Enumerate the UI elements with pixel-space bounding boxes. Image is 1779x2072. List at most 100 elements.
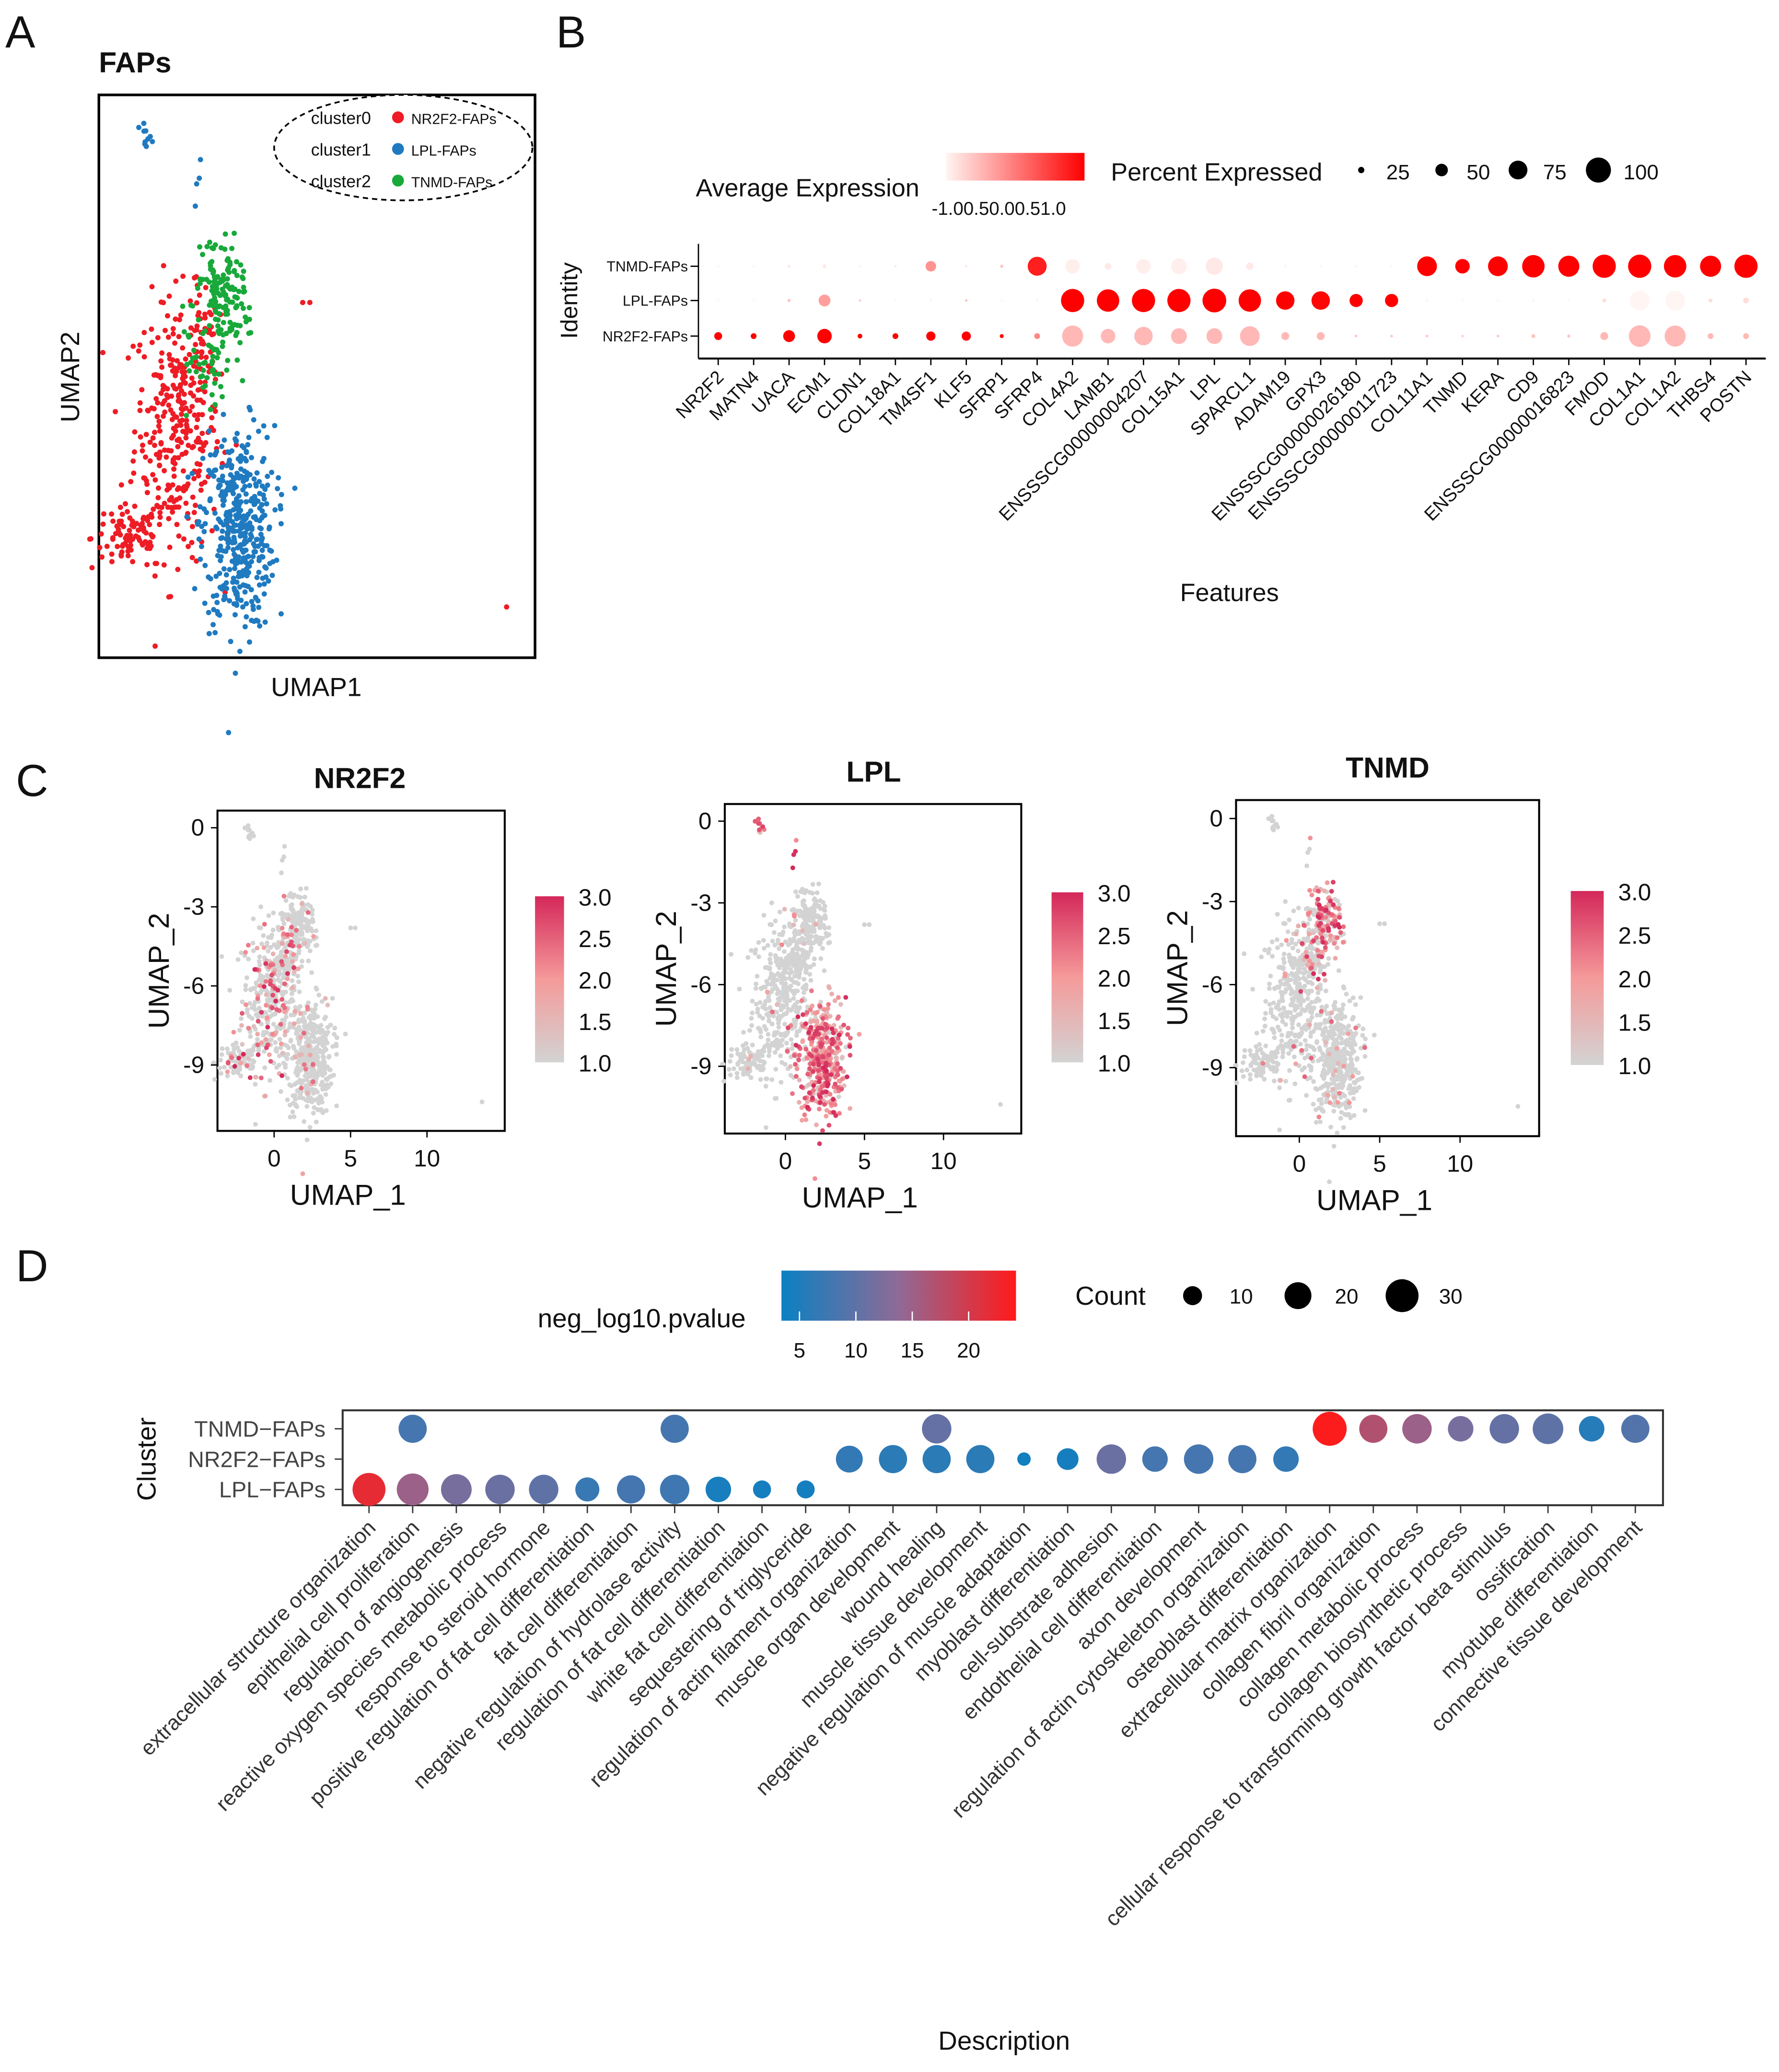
umap-point bbox=[183, 435, 189, 441]
feature-point bbox=[305, 928, 311, 933]
feature-point bbox=[1305, 996, 1310, 1001]
expression-dot bbox=[857, 333, 862, 339]
feature-point bbox=[1324, 1004, 1329, 1009]
feature-point bbox=[1318, 921, 1323, 926]
umap-point bbox=[260, 575, 266, 581]
feature-point bbox=[731, 1066, 736, 1071]
umap-point bbox=[209, 361, 215, 367]
feature-point bbox=[310, 919, 315, 924]
feature-point bbox=[343, 1031, 348, 1037]
feature-point bbox=[806, 1030, 811, 1035]
umap-point bbox=[187, 409, 193, 414]
colorbar bbox=[1051, 892, 1083, 1063]
feature-point bbox=[769, 900, 774, 905]
feature-point bbox=[786, 942, 791, 948]
umap-point bbox=[250, 554, 256, 560]
feature-point bbox=[259, 1021, 264, 1027]
feature-point bbox=[291, 1114, 297, 1119]
enrichment-dot bbox=[1621, 1415, 1650, 1443]
feature-point bbox=[1319, 1005, 1325, 1010]
umap-point bbox=[198, 481, 204, 487]
umap-point bbox=[239, 301, 244, 307]
feature-point bbox=[297, 1041, 302, 1046]
feature-point bbox=[1262, 1023, 1267, 1029]
feature-point bbox=[768, 982, 774, 987]
umap-point bbox=[214, 609, 220, 614]
umap-point bbox=[89, 565, 95, 571]
umap-point bbox=[115, 523, 120, 529]
expression-dot bbox=[783, 330, 795, 342]
umap-point bbox=[165, 447, 171, 453]
umap-point bbox=[158, 375, 163, 381]
feature-point bbox=[772, 1050, 778, 1055]
umap-point bbox=[256, 605, 262, 610]
umap-point bbox=[203, 285, 209, 291]
feature-point bbox=[306, 958, 311, 963]
enrichment-dot bbox=[836, 1445, 863, 1473]
feature-point bbox=[1288, 1002, 1293, 1007]
umap-point bbox=[150, 139, 155, 144]
feature-point bbox=[320, 1071, 325, 1077]
feature-point bbox=[210, 1061, 216, 1066]
umap-point bbox=[254, 470, 260, 476]
umap-point bbox=[259, 548, 265, 553]
umap-point bbox=[210, 303, 216, 308]
feature-point bbox=[1248, 1062, 1254, 1067]
color-legend-label: 20 bbox=[957, 1339, 980, 1362]
feature-point bbox=[1280, 1047, 1285, 1053]
feature-point bbox=[766, 995, 771, 1000]
feature-point bbox=[726, 1067, 732, 1072]
feature-point bbox=[796, 1057, 802, 1063]
feature-point bbox=[1248, 1077, 1253, 1082]
feature-point bbox=[1341, 924, 1346, 929]
feature-point bbox=[1360, 1033, 1365, 1038]
umap-point bbox=[240, 474, 246, 480]
feature-point bbox=[1328, 899, 1333, 903]
feature-point bbox=[1303, 989, 1309, 994]
expression-dot bbox=[1743, 333, 1749, 339]
expression-dot bbox=[1240, 326, 1260, 346]
enrichment-dot bbox=[485, 1475, 515, 1504]
legend-key: cluster1 bbox=[311, 140, 371, 159]
umap-point bbox=[210, 353, 216, 359]
feature-point bbox=[1362, 1108, 1368, 1113]
umap-point bbox=[227, 598, 233, 604]
feature-point bbox=[826, 984, 831, 989]
umap-point bbox=[202, 521, 208, 527]
feature-point bbox=[779, 942, 784, 948]
umap-point bbox=[237, 458, 243, 464]
feature-point bbox=[817, 1100, 823, 1105]
umap-point bbox=[164, 386, 170, 392]
umap-point bbox=[196, 412, 201, 418]
feature-point bbox=[231, 1070, 236, 1076]
umap-point bbox=[234, 357, 240, 363]
feature-point bbox=[1335, 935, 1340, 940]
size-legend-label: 75 bbox=[1543, 161, 1567, 184]
feature-point bbox=[1335, 1021, 1340, 1026]
feature-point bbox=[1277, 1085, 1282, 1090]
umap-point bbox=[152, 430, 158, 435]
feature-point bbox=[1281, 951, 1287, 957]
umap-point bbox=[202, 383, 208, 389]
feature-point bbox=[296, 913, 301, 918]
expression-dot bbox=[1238, 289, 1261, 312]
umap-point bbox=[176, 334, 182, 339]
feature-point bbox=[1351, 1113, 1357, 1118]
feature-point bbox=[257, 983, 263, 988]
feature-point bbox=[1332, 1026, 1337, 1031]
feature-point bbox=[809, 934, 814, 939]
feature-point bbox=[238, 1061, 244, 1066]
feature-point bbox=[287, 942, 292, 948]
feature-point bbox=[793, 908, 799, 913]
feature-point bbox=[795, 965, 800, 971]
feature-point bbox=[1319, 1009, 1324, 1014]
plot-frame bbox=[97, 94, 536, 659]
feature-point bbox=[283, 898, 289, 903]
feature-point bbox=[277, 1037, 282, 1042]
umap-point bbox=[225, 358, 231, 363]
umap-point bbox=[213, 316, 219, 322]
feature-point bbox=[813, 922, 818, 927]
feature-point bbox=[1332, 1103, 1337, 1108]
umap-point bbox=[188, 325, 194, 331]
feature-point bbox=[788, 1064, 793, 1069]
